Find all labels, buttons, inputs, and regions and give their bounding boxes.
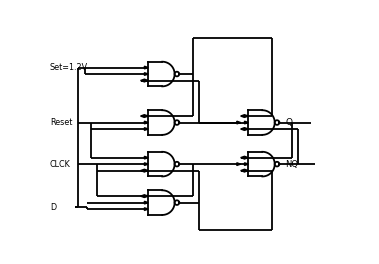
Polygon shape (144, 121, 148, 124)
Polygon shape (144, 73, 148, 76)
Text: CLCK: CLCK (50, 160, 70, 169)
Polygon shape (241, 128, 244, 130)
Polygon shape (244, 115, 248, 117)
Polygon shape (144, 156, 148, 159)
Polygon shape (141, 195, 144, 197)
Polygon shape (244, 121, 248, 124)
Polygon shape (144, 201, 148, 204)
Polygon shape (237, 121, 241, 124)
Text: Set=1.2V: Set=1.2V (50, 63, 88, 72)
Text: D: D (50, 203, 56, 212)
Polygon shape (144, 169, 148, 172)
Polygon shape (244, 156, 248, 159)
Polygon shape (244, 169, 248, 172)
Polygon shape (144, 195, 148, 197)
Polygon shape (241, 115, 244, 117)
Polygon shape (141, 169, 144, 172)
Polygon shape (244, 163, 248, 166)
Text: Q: Q (285, 118, 293, 127)
Polygon shape (244, 128, 248, 130)
Polygon shape (144, 163, 148, 166)
Polygon shape (141, 115, 144, 117)
Text: Reset: Reset (50, 118, 72, 127)
Polygon shape (141, 79, 144, 82)
Polygon shape (144, 66, 148, 69)
Polygon shape (144, 79, 148, 82)
Polygon shape (144, 208, 148, 210)
Polygon shape (144, 128, 148, 130)
Polygon shape (241, 169, 244, 172)
Text: NQ: NQ (285, 160, 299, 169)
Polygon shape (144, 115, 148, 117)
Polygon shape (237, 163, 241, 166)
Polygon shape (241, 156, 244, 159)
